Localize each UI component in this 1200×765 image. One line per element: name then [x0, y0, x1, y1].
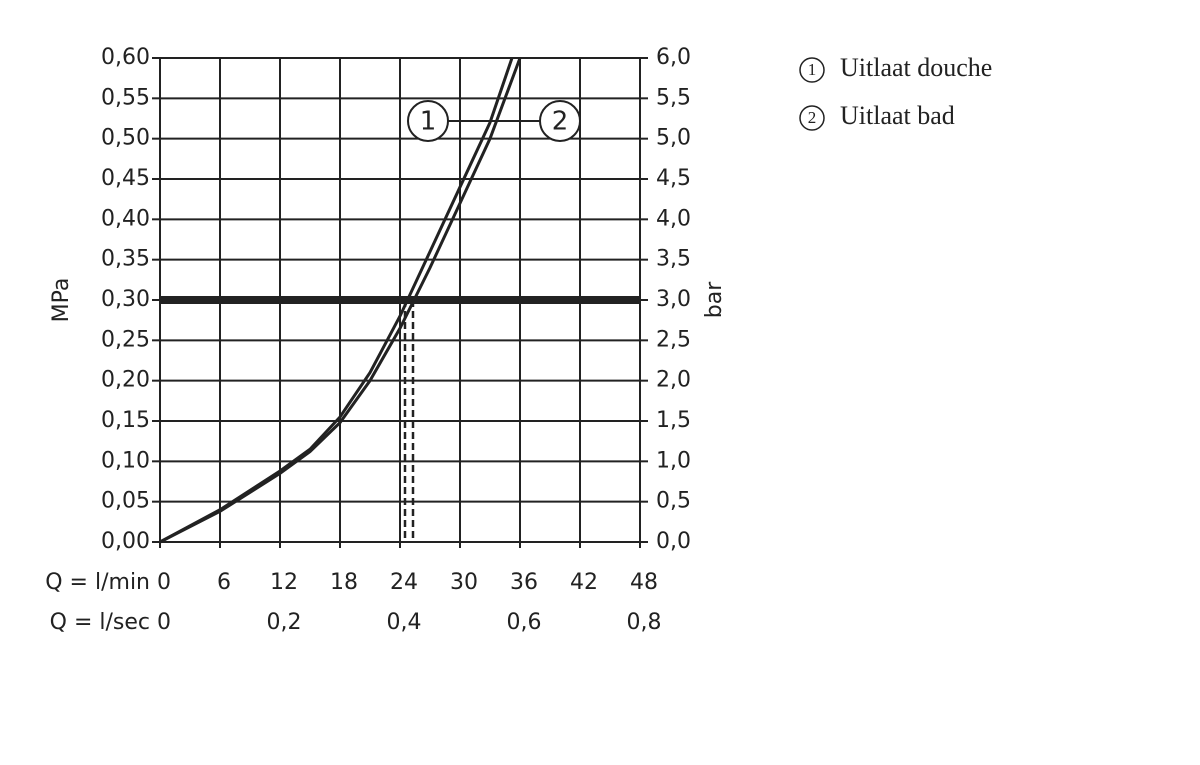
legend-marker — [799, 57, 825, 83]
x-tick-label: 24 — [390, 570, 418, 595]
legend-label: Uitlaat bad — [840, 101, 955, 130]
y-tick-label: 0,40 — [101, 206, 150, 231]
y2-axis-label: bar — [702, 281, 727, 318]
y-tick-label: 0,10 — [101, 448, 150, 473]
y-tick-label: 0,35 — [101, 247, 150, 272]
y2-tick-label: 5,0 — [656, 126, 691, 151]
x-tick-label: 18 — [330, 570, 358, 595]
y-tick-label: 0,50 — [101, 126, 150, 151]
series-line — [159, 57, 514, 544]
series-callout — [407, 100, 449, 142]
legend-label: Uitlaat douche — [840, 53, 992, 82]
x2-tick-label: 0,8 — [627, 610, 662, 635]
y2-tick-label: 0,0 — [656, 529, 691, 554]
x2-tick-label: 0,4 — [387, 610, 422, 635]
x-tick-label: 42 — [570, 570, 598, 595]
series-callout-label: 1 — [420, 107, 437, 137]
y2-tick-label: 1,5 — [656, 408, 691, 433]
y-tick-label: 0,30 — [101, 287, 150, 312]
series-callout-label: 2 — [552, 107, 569, 137]
y-tick-label: 0,60 — [101, 45, 150, 70]
legend-marker-label: 2 — [808, 108, 817, 127]
series-line — [159, 57, 522, 544]
x-tick-label: 36 — [510, 570, 538, 595]
series-callout — [539, 100, 581, 142]
y2-tick-label: 6,0 — [656, 45, 691, 70]
x-tick-label: 30 — [450, 570, 478, 595]
x-tick-label: 6 — [217, 570, 231, 595]
x2-axis-label: Q = l/sec — [50, 610, 150, 635]
y-tick-label: 0,05 — [101, 489, 150, 514]
y-tick-label: 0,55 — [101, 85, 150, 110]
y2-tick-label: 3,0 — [656, 287, 691, 312]
x2-tick-label: 0,2 — [267, 610, 302, 635]
y-tick-label: 0,45 — [101, 166, 150, 191]
y2-tick-label: 0,5 — [656, 489, 691, 514]
legend-marker — [799, 105, 825, 131]
x-tick-label: 12 — [270, 570, 298, 595]
x2-tick-label: 0 — [157, 610, 171, 635]
y2-tick-label: 4,0 — [656, 206, 691, 231]
x-tick-label: 48 — [630, 570, 658, 595]
y-tick-label: 0,00 — [101, 529, 150, 554]
x-tick-label: 0 — [157, 570, 171, 595]
y-tick-label: 0,20 — [101, 368, 150, 393]
y-axis-label: MPa — [49, 278, 74, 323]
x-axis-label: Q = l/min — [45, 570, 150, 595]
y2-tick-label: 3,5 — [656, 247, 691, 272]
y2-tick-label: 5,5 — [656, 85, 691, 110]
y-tick-label: 0,25 — [101, 327, 150, 352]
y2-tick-label: 2,0 — [656, 368, 691, 393]
y2-tick-label: 4,5 — [656, 166, 691, 191]
y-tick-label: 0,15 — [101, 408, 150, 433]
legend-marker-label: 1 — [808, 60, 817, 79]
x2-tick-label: 0,6 — [507, 610, 542, 635]
y2-tick-label: 2,5 — [656, 327, 691, 352]
y2-tick-label: 1,0 — [656, 448, 691, 473]
